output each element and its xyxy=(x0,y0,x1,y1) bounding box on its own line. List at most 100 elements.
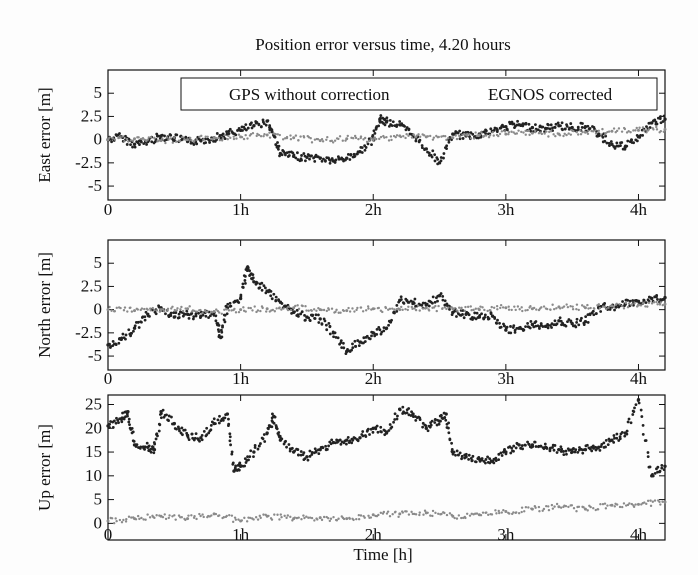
scatter-dot xyxy=(130,431,134,435)
scatter-dot xyxy=(243,274,247,278)
scatter-dot xyxy=(285,135,289,139)
scatter-dot xyxy=(445,147,448,150)
scatter-dot xyxy=(373,334,377,338)
data-point xyxy=(504,306,508,310)
scatter-dot xyxy=(269,127,273,131)
scatter-dot xyxy=(240,135,244,139)
y-tick-label: -5 xyxy=(88,346,102,365)
y-tick-label: 2.5 xyxy=(81,106,102,125)
scatter-dot xyxy=(131,145,134,149)
scatter-dot xyxy=(424,424,428,428)
scatter-dot xyxy=(504,452,508,456)
scatter-dot xyxy=(324,323,328,327)
scatter-dot xyxy=(551,446,554,449)
scatter-dot xyxy=(127,328,131,332)
scatter-dot xyxy=(151,445,155,449)
scatter-dot xyxy=(149,450,153,454)
scatter-dot xyxy=(150,140,154,144)
scatter-dot xyxy=(287,305,291,309)
scatter-dot xyxy=(499,325,503,329)
scatter-dot xyxy=(341,139,344,142)
scatter-dot xyxy=(542,305,546,308)
scatter-dot xyxy=(347,441,351,444)
scatter-dot xyxy=(221,325,224,329)
scatter-dot xyxy=(131,439,135,443)
scatter-dot xyxy=(138,446,142,450)
scatter-dot xyxy=(334,335,338,339)
scatter-dot xyxy=(517,129,520,132)
scatter-dot xyxy=(461,137,465,140)
scatter-dot xyxy=(189,136,192,140)
scatter-dot xyxy=(620,130,624,133)
scatter-dot xyxy=(297,516,300,519)
scatter-dot xyxy=(398,120,402,123)
scatter-dot xyxy=(625,429,629,433)
scatter-dot xyxy=(265,310,268,313)
scatter-dot xyxy=(117,135,120,139)
scatter-dot xyxy=(319,156,322,160)
scatter-dot xyxy=(261,437,265,441)
scatter-dot xyxy=(146,308,149,311)
scatter-dot xyxy=(382,329,386,333)
scatter-dot xyxy=(221,132,225,136)
scatter-dot xyxy=(645,125,648,129)
data-point xyxy=(451,514,455,518)
scatter-dot xyxy=(161,515,165,519)
scatter-dot xyxy=(404,128,408,132)
scatter-dot xyxy=(321,140,325,143)
scatter-dot xyxy=(517,512,521,515)
scatter-dot xyxy=(450,447,454,451)
scatter-dot xyxy=(520,306,523,309)
scatter-dot xyxy=(110,517,114,520)
scatter-dot xyxy=(535,308,538,311)
scatter-dot xyxy=(134,518,138,521)
scatter-dot xyxy=(464,516,467,520)
scatter-dot xyxy=(352,518,355,522)
scatter-dot xyxy=(458,451,462,455)
scatter-dot xyxy=(289,515,292,519)
scatter-dot xyxy=(526,129,530,133)
scatter-dot xyxy=(592,313,596,317)
scatter-dot xyxy=(364,309,368,312)
scatter-dot xyxy=(307,309,310,312)
scatter-dot xyxy=(599,133,603,136)
scatter-dot xyxy=(575,320,579,324)
scatter-dot xyxy=(342,341,345,345)
scatter-dot xyxy=(237,310,241,314)
data-point xyxy=(610,438,614,442)
scatter-dot xyxy=(658,470,662,474)
scatter-dot xyxy=(234,311,238,314)
scatter-dot xyxy=(156,134,160,138)
scatter-dot xyxy=(169,137,172,140)
scatter-dot xyxy=(659,129,663,133)
data-point xyxy=(424,306,428,310)
scatter-dot xyxy=(233,307,236,311)
scatter-dot xyxy=(258,514,261,518)
scatter-dot xyxy=(497,134,500,138)
scatter-dot xyxy=(155,132,159,136)
scatter-dot xyxy=(190,514,193,517)
scatter-dot xyxy=(221,137,225,140)
scatter-dot xyxy=(640,415,644,418)
scatter-dot xyxy=(443,415,447,419)
scatter-dot xyxy=(662,468,666,472)
scatter-dot xyxy=(624,301,628,305)
scatter-dot xyxy=(561,128,564,132)
scatter-dot xyxy=(395,134,399,137)
scatter-dot xyxy=(479,305,482,308)
scatter-dot xyxy=(543,130,546,134)
scatter-dot xyxy=(244,128,248,132)
scatter-dot xyxy=(626,306,630,309)
scatter-dot xyxy=(455,517,459,520)
scatter-dot xyxy=(288,449,292,453)
scatter-dot xyxy=(575,130,578,134)
scatter-dot xyxy=(308,157,311,161)
data-point xyxy=(265,307,269,311)
scatter-dot xyxy=(166,309,169,312)
scatter-dot xyxy=(549,308,552,311)
scatter-dot xyxy=(153,137,156,140)
scatter-dot xyxy=(386,510,390,513)
scatter-dot xyxy=(578,446,581,449)
scatter-dot xyxy=(510,308,513,312)
